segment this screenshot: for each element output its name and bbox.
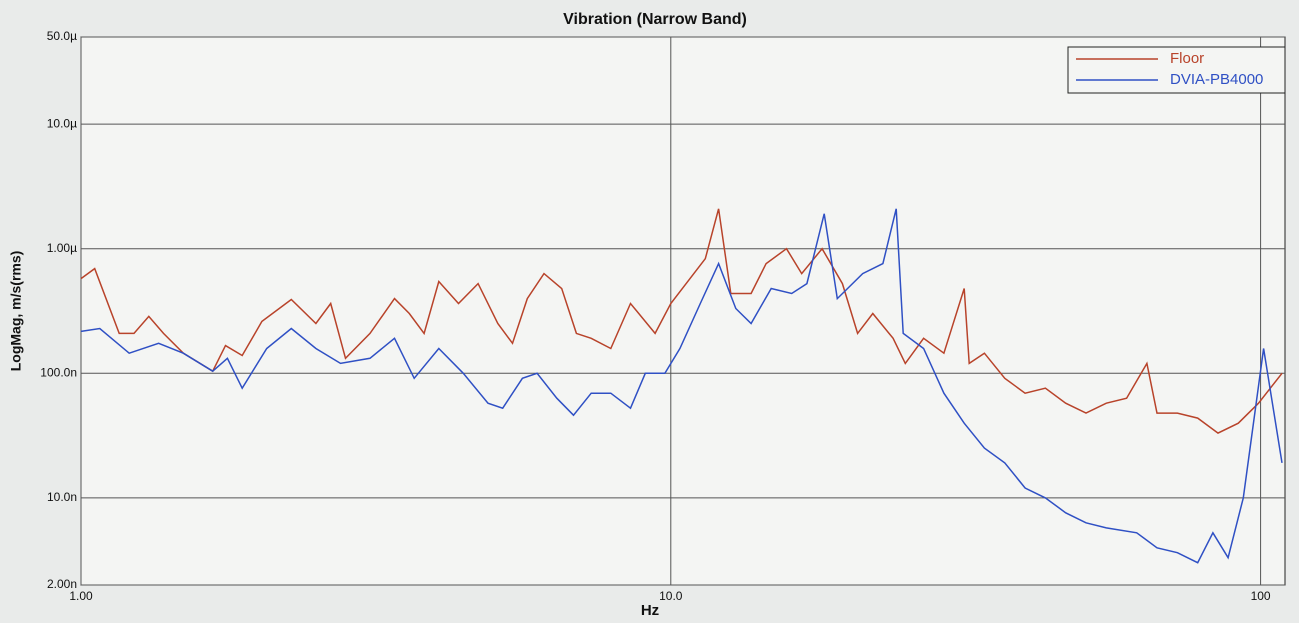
series-line xyxy=(80,208,1283,434)
y-axis-label: LogMag, m/s(rms) xyxy=(8,251,24,372)
y-tick-label: 1.00µ xyxy=(47,241,77,255)
x-tick-label: 10.0 xyxy=(659,589,683,603)
series-line xyxy=(80,208,1283,564)
chart-title: Vibration (Narrow Band) xyxy=(563,11,747,28)
y-tick-label: 2.00n xyxy=(47,577,77,591)
legend-label: DVIA-PB4000 xyxy=(1170,71,1263,88)
x-tick-label: 1.00 xyxy=(69,589,93,603)
y-tick-label: 100.0n xyxy=(40,365,77,379)
legend-label: Floor xyxy=(1170,50,1204,67)
legend-box xyxy=(1067,46,1286,94)
y-tick-label: 50.0µ xyxy=(47,29,77,43)
plot-area xyxy=(80,36,1286,586)
x-tick-label: 100 xyxy=(1251,589,1271,603)
y-tick-label: 10.0µ xyxy=(47,116,77,130)
x-axis-label: Hz xyxy=(641,602,659,619)
y-tick-label: 10.0n xyxy=(47,490,77,504)
